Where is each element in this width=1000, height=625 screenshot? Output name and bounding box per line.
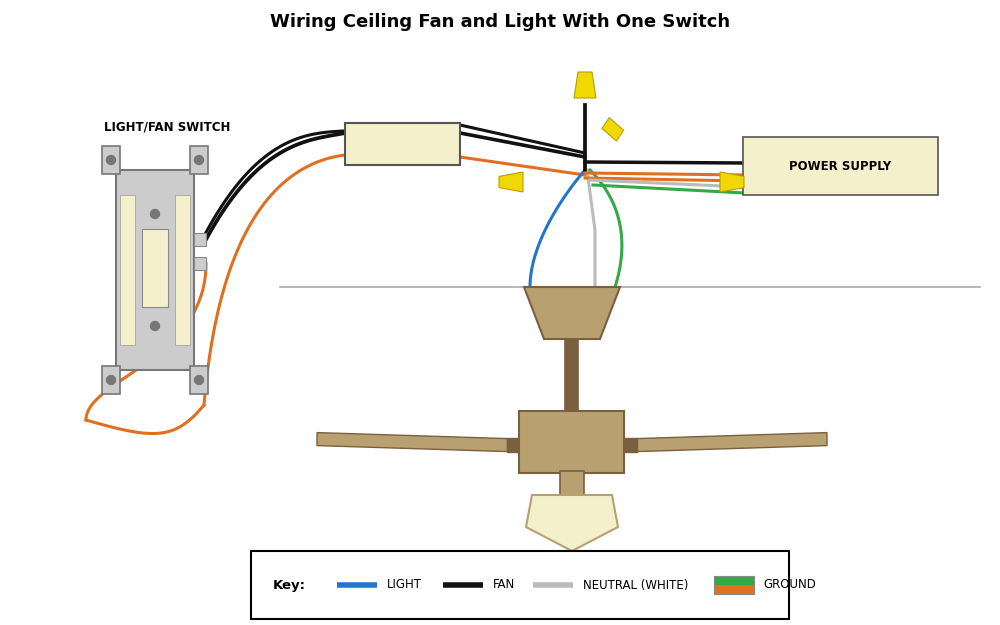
Text: POWER SUPPLY: POWER SUPPLY	[789, 159, 892, 172]
Text: Key:: Key:	[273, 579, 306, 591]
Circle shape	[107, 376, 116, 384]
Text: LIGHT: LIGHT	[387, 579, 422, 591]
FancyBboxPatch shape	[102, 366, 120, 394]
Polygon shape	[526, 495, 618, 551]
Polygon shape	[524, 287, 620, 339]
FancyBboxPatch shape	[194, 233, 206, 246]
Text: LIGHT/FAN SWITCH: LIGHT/FAN SWITCH	[104, 121, 230, 134]
Circle shape	[107, 156, 116, 164]
Circle shape	[150, 209, 160, 219]
FancyBboxPatch shape	[560, 471, 584, 495]
FancyBboxPatch shape	[116, 170, 194, 370]
FancyBboxPatch shape	[743, 137, 938, 195]
FancyBboxPatch shape	[142, 229, 168, 307]
Polygon shape	[574, 72, 596, 98]
Circle shape	[195, 376, 204, 384]
FancyBboxPatch shape	[519, 411, 624, 473]
FancyBboxPatch shape	[345, 123, 460, 165]
FancyBboxPatch shape	[190, 366, 208, 394]
FancyBboxPatch shape	[714, 585, 754, 594]
Polygon shape	[602, 118, 624, 141]
Polygon shape	[637, 432, 827, 452]
Text: Wiring Ceiling Fan and Light With One Switch: Wiring Ceiling Fan and Light With One Sw…	[270, 13, 730, 31]
FancyBboxPatch shape	[102, 146, 120, 174]
Text: GROUND: GROUND	[764, 579, 816, 591]
Circle shape	[150, 321, 160, 331]
FancyBboxPatch shape	[175, 195, 190, 345]
Circle shape	[150, 266, 160, 274]
Polygon shape	[720, 172, 744, 192]
Text: FAN: FAN	[492, 579, 515, 591]
FancyBboxPatch shape	[565, 339, 578, 411]
Polygon shape	[317, 432, 507, 452]
FancyBboxPatch shape	[507, 438, 522, 452]
FancyBboxPatch shape	[194, 257, 206, 270]
FancyBboxPatch shape	[714, 576, 754, 585]
FancyBboxPatch shape	[622, 438, 637, 452]
FancyBboxPatch shape	[120, 195, 135, 345]
FancyBboxPatch shape	[251, 551, 789, 619]
Text: NEUTRAL (WHITE): NEUTRAL (WHITE)	[583, 579, 688, 591]
Circle shape	[195, 156, 204, 164]
FancyBboxPatch shape	[190, 146, 208, 174]
Polygon shape	[499, 172, 523, 192]
